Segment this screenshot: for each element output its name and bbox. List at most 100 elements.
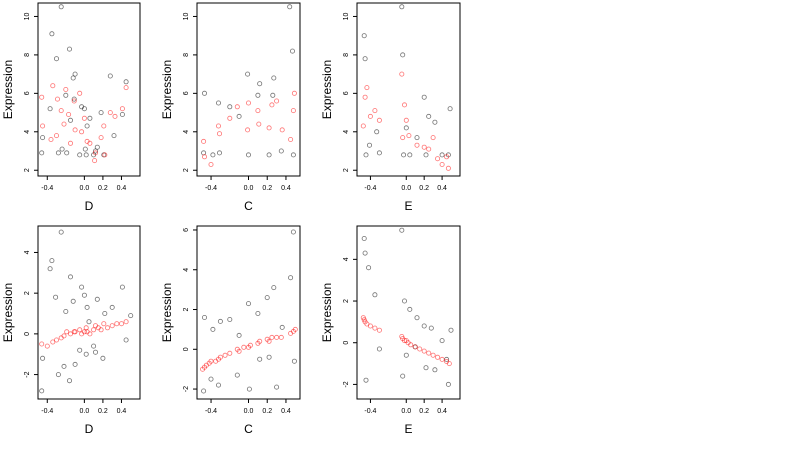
data-point <box>93 349 99 355</box>
data-point <box>44 343 50 349</box>
data-point <box>105 325 111 331</box>
data-point <box>288 275 294 281</box>
data-point <box>101 123 107 129</box>
data-series-1 <box>201 229 297 394</box>
x-tick-label: 0.4 <box>117 185 127 192</box>
x-axis-label: C <box>244 199 253 213</box>
y-tick-label: -2 <box>183 386 190 392</box>
data-point <box>269 102 275 108</box>
x-axis-label: C <box>244 422 253 436</box>
y-tick-label: 2 <box>24 291 31 295</box>
data-point <box>77 152 83 158</box>
x-tick-label: 0.2 <box>98 408 108 415</box>
data-point <box>363 152 369 158</box>
data-point <box>112 113 118 119</box>
data-series-1 <box>39 4 129 158</box>
y-axis-label: Expression <box>320 283 334 342</box>
data-point <box>101 321 107 327</box>
y-tick-label: -2 <box>24 371 31 377</box>
data-point <box>72 71 78 77</box>
y-axis-label: Expression <box>320 60 334 119</box>
x-axis-label: D <box>85 199 94 213</box>
x-tick-label: 0.2 <box>419 185 429 192</box>
y-axis-label: Expression <box>1 60 15 119</box>
data-point <box>91 327 97 333</box>
data-point <box>201 90 207 96</box>
data-point <box>50 339 56 345</box>
data-point <box>58 4 64 10</box>
scatter-panel-5: -0.4 0.0 0.2 0.4 -2 0 2 4 6 C Expression <box>160 225 301 436</box>
data-point <box>256 121 262 127</box>
data-point <box>61 121 67 127</box>
data-point <box>67 46 73 52</box>
data-point <box>79 129 85 135</box>
data-point <box>109 304 115 310</box>
data-point <box>445 165 451 171</box>
y-tick-label: 0 <box>343 341 350 345</box>
data-point <box>201 138 207 144</box>
data-point <box>72 329 78 335</box>
data-point <box>70 298 76 304</box>
data-point <box>84 123 90 129</box>
data-point <box>236 332 242 338</box>
data-point <box>247 342 253 348</box>
data-series-1 <box>361 4 453 158</box>
data-point <box>54 337 60 343</box>
data-point <box>100 355 106 361</box>
data-point <box>287 4 293 10</box>
data-point <box>399 4 405 10</box>
x-tick-label: -0.4 <box>364 408 376 415</box>
data-point <box>270 92 276 98</box>
data-point <box>81 329 87 335</box>
x-tick-label: -0.4 <box>205 408 217 415</box>
x-tick-label: 0.0 <box>401 185 411 192</box>
data-point <box>123 85 129 91</box>
data-point <box>439 152 445 158</box>
x-tick-label: 0.4 <box>281 185 291 192</box>
data-point <box>376 327 382 333</box>
data-point <box>40 123 46 129</box>
data-point <box>421 144 427 150</box>
data-point <box>54 133 60 139</box>
y-tick-label: 8 <box>24 53 31 57</box>
data-point <box>421 323 427 329</box>
data-point <box>414 135 420 141</box>
y-tick-label: 0 <box>24 332 31 336</box>
x-tick-label: 0.0 <box>79 408 89 415</box>
data-point <box>72 361 78 367</box>
data-point <box>47 266 53 272</box>
data-point <box>39 341 45 347</box>
y-tick-label: 6 <box>24 91 31 95</box>
data-point <box>400 52 406 58</box>
data-point <box>81 292 87 298</box>
data-point <box>435 354 441 360</box>
y-tick-label: 2 <box>24 168 31 172</box>
data-point <box>63 308 69 314</box>
x-tick-label: 0.4 <box>117 408 127 415</box>
data-point <box>399 227 405 233</box>
data-point <box>372 108 378 114</box>
data-point <box>403 125 409 131</box>
data-point <box>98 110 104 116</box>
data-point <box>107 73 113 79</box>
plot-frame <box>37 2 141 177</box>
data-point <box>222 352 228 358</box>
data-point <box>84 304 90 310</box>
y-tick-label: 4 <box>24 250 31 254</box>
data-point <box>430 352 436 358</box>
data-point <box>444 154 450 160</box>
y-tick-label: 8 <box>183 53 190 57</box>
data-point <box>71 96 77 102</box>
y-tick-label: 10 <box>24 12 31 20</box>
data-point <box>448 327 454 333</box>
data-point <box>67 378 73 384</box>
data-point <box>55 372 61 378</box>
y-tick-label: 2 <box>183 307 190 311</box>
data-point <box>55 150 61 156</box>
data-point <box>98 135 104 141</box>
data-point <box>217 354 223 360</box>
data-point <box>266 354 272 360</box>
data-point <box>401 338 407 344</box>
data-point <box>119 284 125 290</box>
